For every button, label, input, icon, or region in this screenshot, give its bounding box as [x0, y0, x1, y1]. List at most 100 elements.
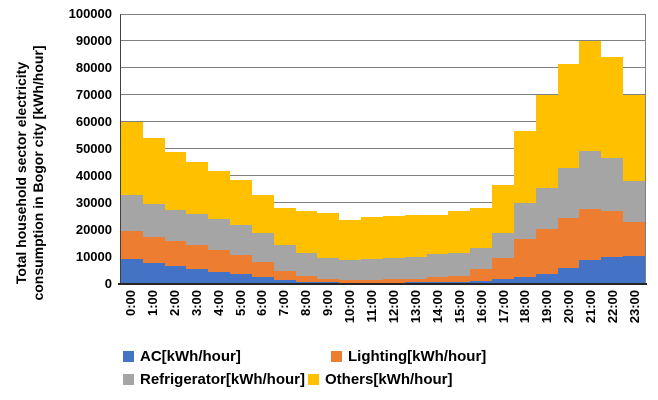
bar-segment — [535, 95, 558, 189]
x-tick-label: 7:00 — [276, 290, 292, 317]
x-tick-label: 15:00 — [451, 290, 467, 324]
y-tick-label: 10000 — [75, 249, 112, 264]
bar-column-2:00 — [164, 15, 187, 284]
bar-segment — [448, 275, 471, 282]
bar-segment — [404, 215, 427, 257]
plot-area — [120, 14, 646, 284]
x-tick-label: 12:00 — [385, 290, 401, 324]
legend-item: Refrigerator[kWh/hour] — [123, 371, 305, 388]
bar-segment — [470, 247, 493, 270]
bar-segment — [361, 259, 383, 280]
bar-segment — [382, 258, 405, 280]
bar-segment — [339, 259, 362, 280]
bar-segment — [186, 161, 209, 215]
gridline — [121, 39, 645, 41]
bar-column-11:00 — [361, 15, 383, 284]
bar-column-5:00 — [230, 15, 252, 284]
x-tick-label: 11:00 — [364, 290, 380, 323]
x-tick-label: 14:00 — [429, 290, 445, 324]
bar-segment — [295, 281, 318, 284]
bar-segment — [601, 158, 624, 212]
bar-column-22:00 — [601, 15, 624, 284]
bar-segment — [164, 240, 187, 266]
bar-segment — [513, 130, 536, 204]
gridline — [121, 120, 645, 122]
bar-segment — [295, 275, 318, 282]
bar-column-23:00 — [623, 15, 645, 284]
bar-segment — [164, 151, 187, 211]
y-tick-label: 80000 — [75, 60, 112, 75]
bar-segment — [121, 259, 143, 284]
bar-segment — [404, 256, 427, 279]
bar-column-21:00 — [579, 15, 602, 284]
x-tick-label: 1:00 — [144, 290, 160, 317]
y-tick-label: 0 — [104, 276, 112, 291]
bar-segment — [273, 208, 296, 246]
x-tick-label: 21:00 — [583, 290, 599, 324]
bar-segment — [382, 216, 405, 259]
y-tick-label: 100000 — [68, 6, 112, 21]
bar-segment — [186, 268, 209, 284]
bar-column-16:00 — [470, 15, 493, 284]
legend-swatch-icon — [331, 351, 342, 362]
bar-segment — [470, 280, 493, 284]
x-tick-label: 9:00 — [320, 290, 336, 317]
bar-segment — [164, 210, 187, 241]
bar-segment — [317, 258, 340, 279]
bar-segment — [601, 257, 624, 284]
legend-item: Lighting[kWh/hour] — [331, 348, 486, 365]
x-tick-label: 8:00 — [298, 290, 314, 317]
bar-segment — [361, 279, 383, 283]
legend-item: AC[kWh/hour] — [123, 348, 241, 365]
bar-column-12:00 — [382, 15, 405, 284]
bar-segment — [251, 261, 274, 278]
bar-segment — [470, 208, 493, 248]
bar-segment — [361, 216, 383, 260]
bar-segment — [426, 277, 449, 283]
bar-segment — [121, 122, 143, 195]
bar-segment — [426, 214, 449, 255]
x-axis-line — [118, 283, 647, 285]
y-tick-label: 40000 — [75, 168, 112, 183]
bar-segment — [623, 221, 645, 256]
bar-segment — [251, 194, 274, 234]
bar-column-19:00 — [535, 15, 558, 284]
bar-column-8:00 — [295, 15, 318, 284]
bar-segment — [186, 245, 209, 269]
bar-segment — [273, 271, 296, 281]
gridline — [121, 201, 645, 203]
bar-segment — [142, 262, 165, 284]
legend-swatch-icon — [123, 351, 134, 362]
x-tick-label: 4:00 — [210, 290, 226, 317]
x-tick-label: 6:00 — [254, 290, 270, 317]
bar-segment — [142, 204, 165, 237]
bar-segment — [208, 219, 231, 250]
bar-segment — [557, 167, 580, 219]
x-tick-label: 23:00 — [627, 290, 643, 324]
bar-segment — [623, 255, 645, 284]
bar-segment — [557, 63, 580, 168]
y-tick-label: 90000 — [75, 33, 112, 48]
bar-column-3:00 — [186, 15, 209, 284]
bar-segment — [273, 245, 296, 272]
bar-segment — [230, 274, 252, 284]
legend-label: Others[kWh/hour] — [325, 371, 453, 388]
legend-item: Others[kWh/hour] — [308, 371, 453, 388]
bar-segment — [623, 181, 645, 222]
bar-segment — [339, 220, 362, 260]
bar-column-0:00 — [121, 15, 143, 284]
bar-segment — [230, 255, 252, 275]
bar-segment — [448, 253, 471, 276]
bar-segment — [208, 170, 231, 220]
bar-segment — [317, 212, 340, 259]
bar-segment — [492, 233, 514, 259]
y-tick-label: 50000 — [75, 141, 112, 156]
bar-segment — [601, 57, 624, 159]
legend: AC[kWh/hour] Lighting[kWh/hour] Refrigerat… — [0, 344, 658, 400]
y-tick-label: 70000 — [75, 87, 112, 102]
bar-segment — [535, 229, 558, 275]
gridline — [121, 93, 645, 95]
x-tick-label: 18:00 — [517, 290, 533, 324]
bar-column-1:00 — [142, 15, 165, 284]
